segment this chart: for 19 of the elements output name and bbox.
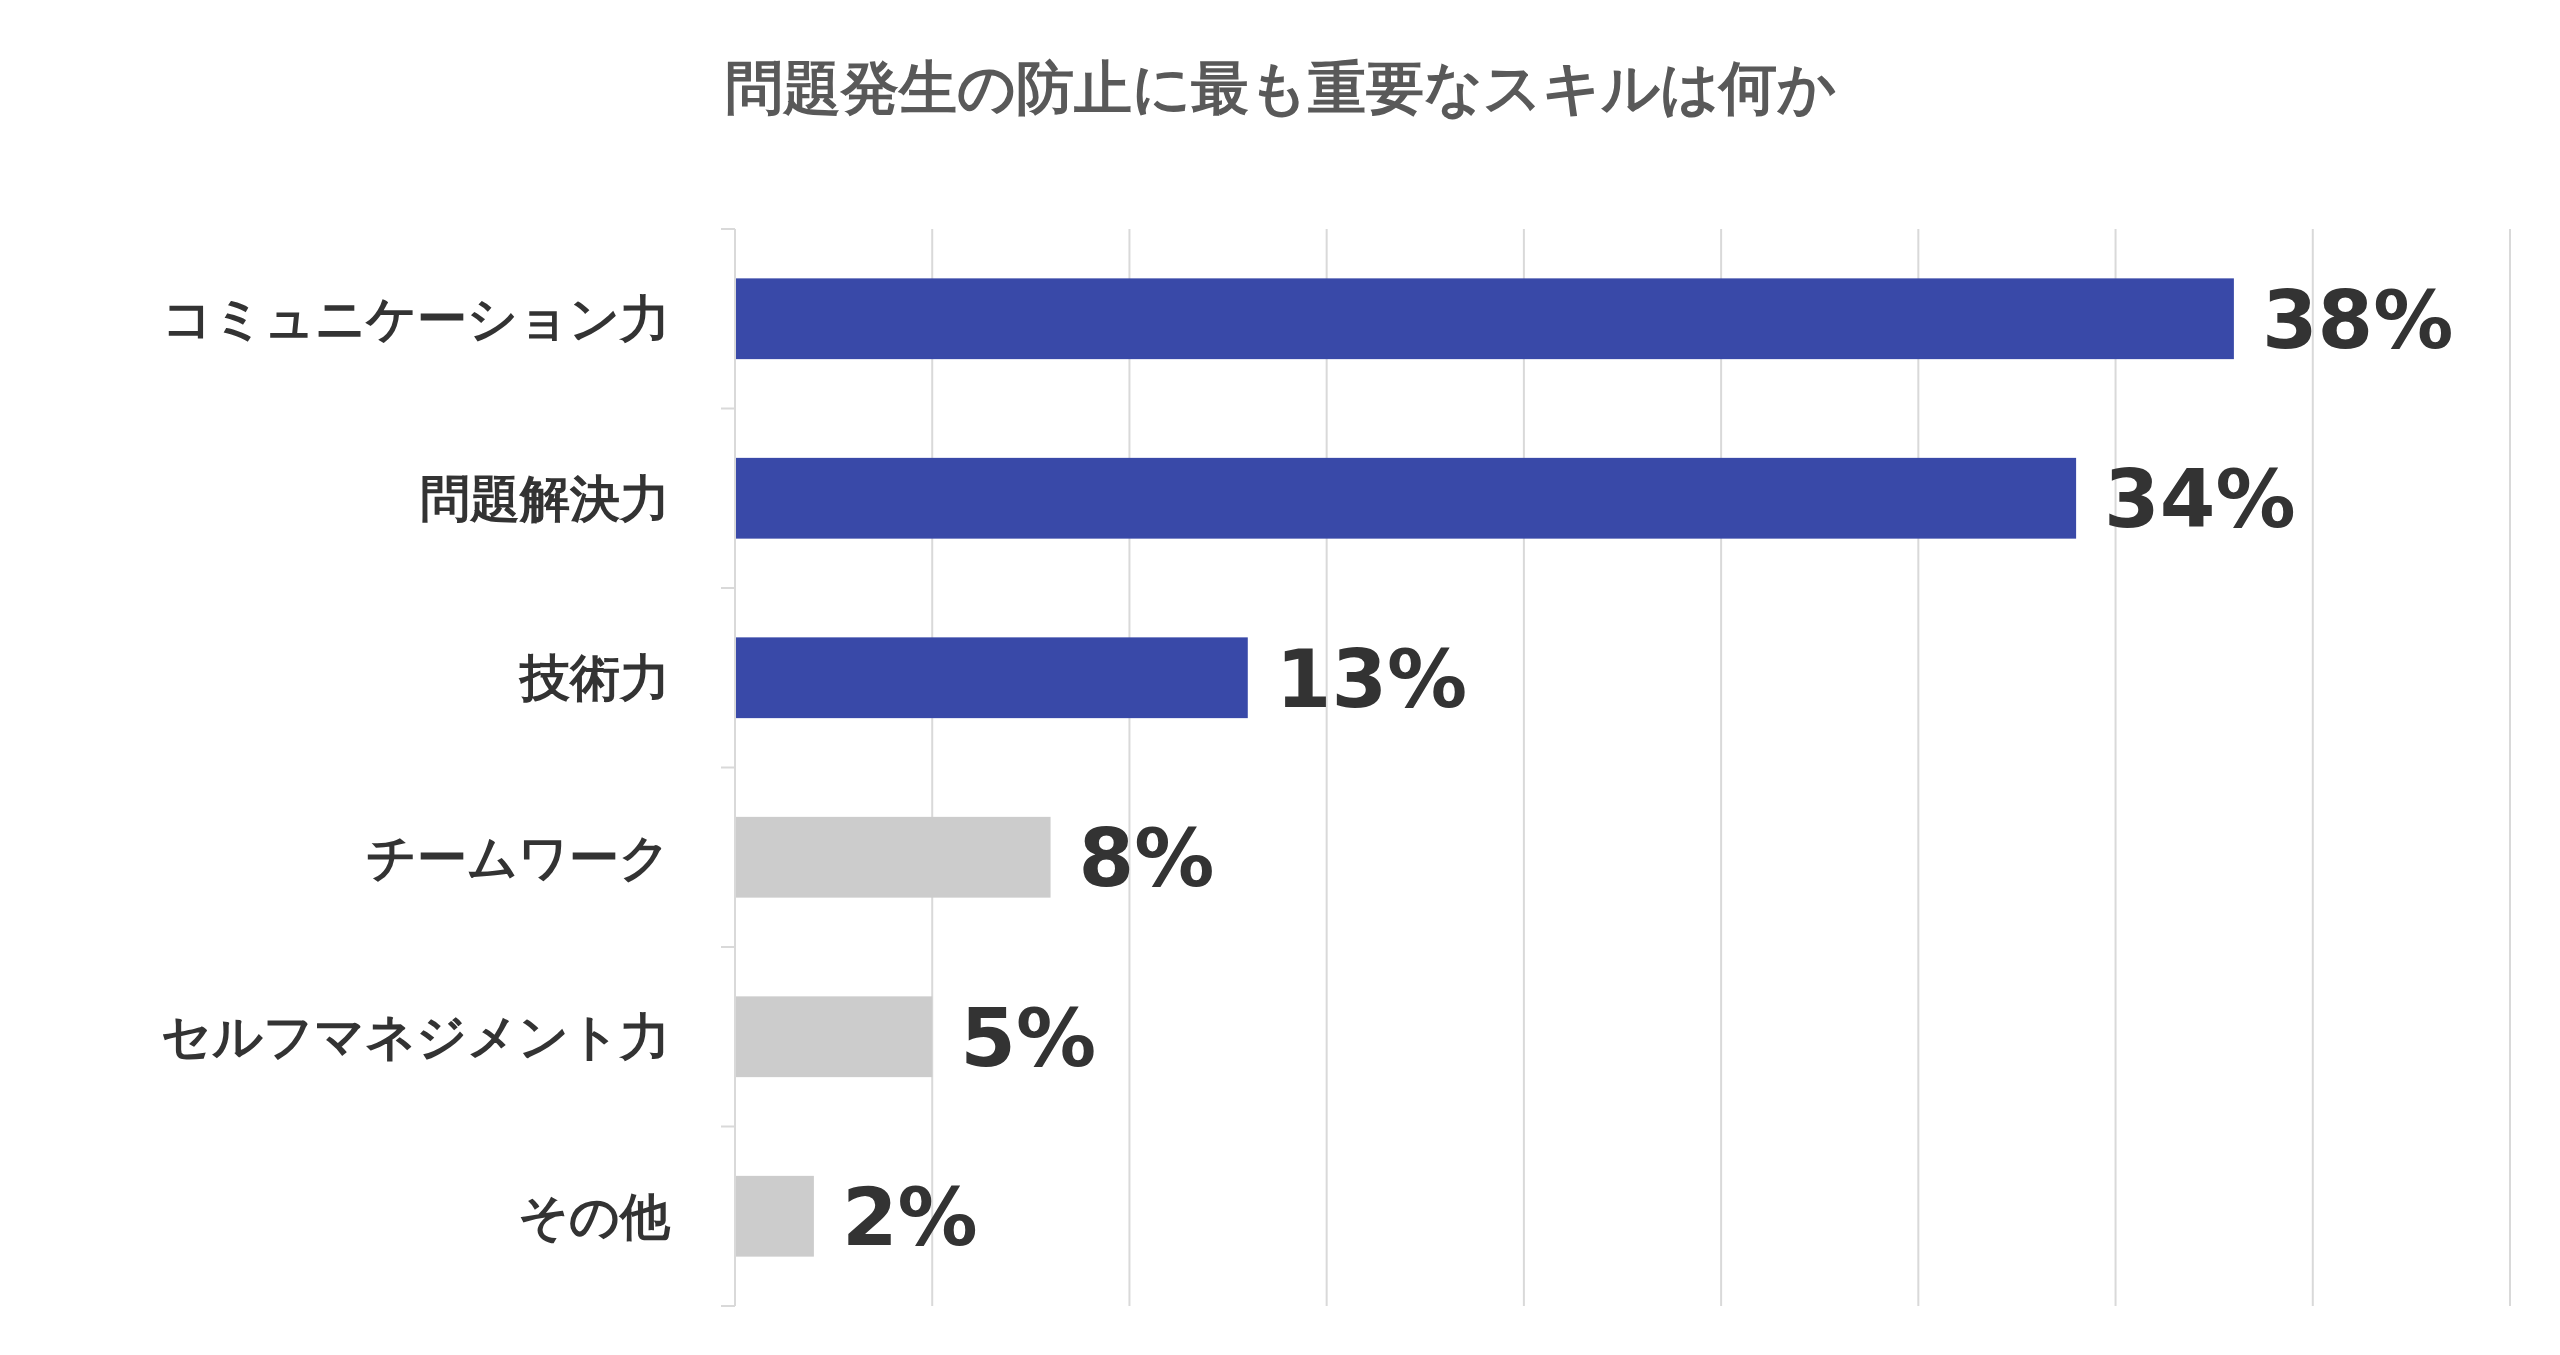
y-tick-label: 技術力: [518, 649, 670, 708]
y-tick-label: コミュニケーション力: [162, 290, 670, 349]
bar: [735, 1175, 814, 1257]
data-label: 2%: [841, 1171, 978, 1265]
bar: [735, 457, 2077, 539]
data-label: 38%: [2261, 273, 2454, 367]
data-label: 8%: [1078, 812, 1215, 906]
bar: [735, 637, 1248, 719]
data-label: 13%: [1275, 632, 1468, 726]
bar: [735, 996, 933, 1078]
y-tick-label: セルフマネジメント力: [161, 1008, 670, 1067]
bar: [735, 278, 2234, 360]
chart-title: 問題発生の防止に最も重要なスキルは何か: [724, 54, 1836, 122]
y-tick-label: 問題解決力: [420, 469, 670, 528]
bar: [735, 816, 1051, 898]
y-tick-label: その他: [518, 1187, 671, 1246]
data-label: 34%: [2104, 453, 2296, 547]
y-tick-label: チームワーク: [366, 828, 670, 887]
data-label: 5%: [960, 991, 1097, 1085]
